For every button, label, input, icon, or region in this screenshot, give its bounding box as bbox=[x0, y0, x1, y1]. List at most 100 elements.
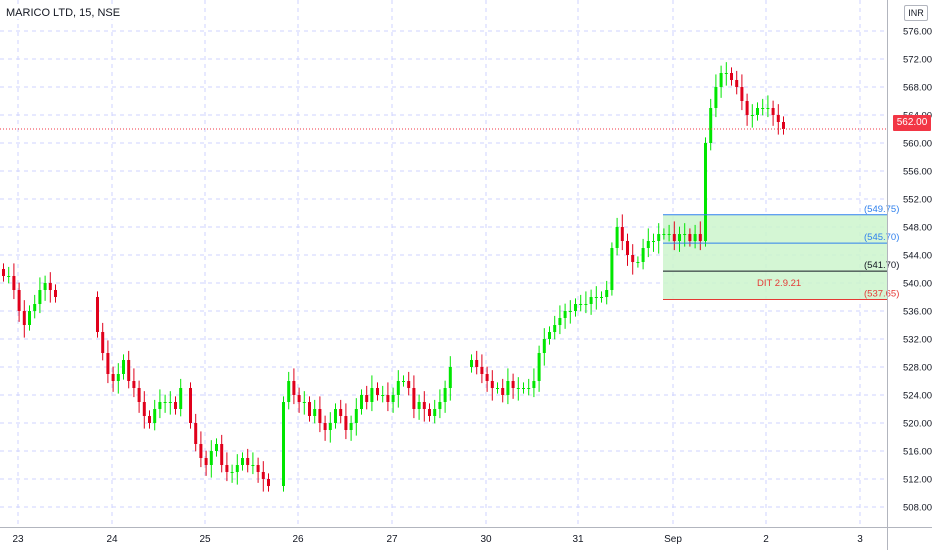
candle bbox=[132, 381, 136, 388]
candle bbox=[605, 290, 609, 297]
candle bbox=[574, 304, 577, 311]
candle bbox=[225, 465, 229, 472]
candle bbox=[558, 318, 562, 325]
time-tick-label: 30 bbox=[480, 534, 492, 545]
candle bbox=[615, 227, 619, 248]
level-label: (537.65) bbox=[864, 288, 899, 299]
candle bbox=[7, 276, 11, 277]
candle bbox=[417, 402, 421, 409]
levels: (549.75) (545.70) (541.70) (537.65) DIT 2.9.… bbox=[0, 128, 899, 300]
price-tick-label: 516.00 bbox=[903, 447, 932, 458]
candles bbox=[2, 62, 785, 492]
time-tick-label: 23 bbox=[12, 534, 24, 545]
candle bbox=[584, 304, 588, 305]
candle bbox=[475, 360, 479, 367]
price-tick-label: 540.00 bbox=[903, 279, 932, 290]
candle bbox=[111, 374, 115, 381]
candle bbox=[376, 388, 379, 395]
candle bbox=[485, 374, 489, 381]
candle bbox=[428, 409, 431, 416]
candle bbox=[563, 311, 567, 318]
price-tick-label: 560.00 bbox=[903, 139, 932, 150]
candle bbox=[354, 409, 358, 423]
candle bbox=[678, 234, 681, 241]
candle bbox=[215, 444, 218, 451]
candle bbox=[771, 108, 775, 115]
price-tick-label: 536.00 bbox=[903, 307, 932, 318]
price-tick-label: 572.00 bbox=[903, 55, 932, 66]
candle bbox=[568, 311, 572, 312]
grid bbox=[0, 0, 887, 527]
candle bbox=[174, 402, 177, 409]
candle bbox=[636, 262, 640, 263]
price-tick-label: 556.00 bbox=[903, 167, 932, 178]
candle bbox=[2, 269, 5, 276]
candle bbox=[168, 402, 172, 403]
candle bbox=[422, 402, 426, 409]
price-tick-label: 528.00 bbox=[903, 363, 932, 374]
candle bbox=[194, 423, 198, 444]
price-tick-label: 520.00 bbox=[903, 419, 932, 430]
candle bbox=[282, 402, 285, 486]
candle bbox=[548, 332, 551, 339]
zone-annotation: DIT 2.9.21 bbox=[757, 278, 801, 289]
candle bbox=[17, 290, 21, 311]
candle bbox=[667, 234, 671, 235]
candle bbox=[672, 234, 676, 241]
candle bbox=[735, 80, 739, 87]
candle bbox=[381, 395, 385, 396]
candle bbox=[537, 353, 541, 381]
candle bbox=[511, 381, 515, 388]
price-tick-label: 512.00 bbox=[903, 475, 932, 486]
candle bbox=[386, 395, 390, 402]
candle bbox=[553, 325, 557, 332]
candle bbox=[657, 234, 661, 241]
candle bbox=[600, 297, 603, 298]
time-tick-label: 26 bbox=[292, 534, 304, 545]
candle bbox=[646, 241, 650, 248]
time-tick-label: Sep bbox=[664, 534, 682, 545]
candle bbox=[740, 87, 744, 101]
candle bbox=[542, 339, 546, 353]
candle bbox=[116, 374, 120, 381]
candle bbox=[122, 360, 125, 374]
candle bbox=[724, 73, 728, 74]
candle bbox=[251, 465, 255, 466]
candle bbox=[662, 234, 666, 235]
price-tick-label: 508.00 bbox=[903, 503, 932, 514]
candle bbox=[631, 255, 635, 262]
candle bbox=[179, 388, 183, 409]
candle bbox=[693, 234, 697, 241]
candle bbox=[246, 458, 250, 465]
candle bbox=[594, 297, 598, 298]
symbol-title: MARICO LTD, 15, NSE bbox=[4, 7, 123, 19]
price-axis: 508.00 512.00 516.00 520.00 524.00 528.00 532.… bbox=[887, 0, 932, 550]
candle bbox=[683, 234, 687, 235]
price-tick-label: 548.00 bbox=[903, 223, 932, 234]
currency-label[interactable]: INR bbox=[904, 5, 928, 21]
candle bbox=[438, 402, 442, 409]
last-price-tag: 562.00 bbox=[893, 115, 931, 131]
candle bbox=[756, 108, 759, 115]
candle bbox=[261, 472, 265, 479]
candle bbox=[96, 297, 99, 332]
candle bbox=[349, 423, 353, 430]
candle bbox=[470, 360, 473, 367]
candle bbox=[189, 388, 192, 423]
candle bbox=[626, 241, 629, 255]
candle bbox=[365, 395, 369, 402]
candle bbox=[142, 402, 146, 416]
candle bbox=[199, 444, 203, 458]
level-label: (545.70) bbox=[864, 232, 899, 243]
candle bbox=[620, 227, 624, 241]
price-tick-label: 544.00 bbox=[903, 251, 932, 262]
candle bbox=[12, 276, 16, 290]
candle bbox=[589, 297, 593, 304]
candle bbox=[745, 101, 749, 115]
time-tick-label: 25 bbox=[199, 534, 211, 545]
candle bbox=[579, 304, 583, 305]
candle bbox=[490, 381, 494, 388]
candle bbox=[38, 290, 42, 304]
